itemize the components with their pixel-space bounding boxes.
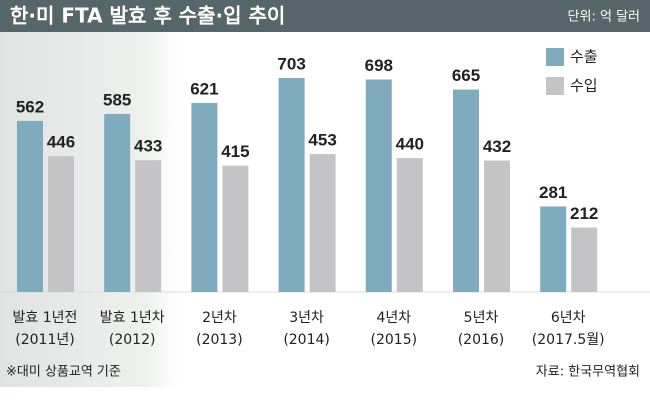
bar	[135, 160, 162, 292]
x-tick-label: (2012)	[109, 332, 156, 348]
bar	[540, 206, 567, 292]
value-label: 703	[277, 54, 305, 73]
x-tick-label: 4년차	[376, 310, 411, 326]
chart-title: 한·미 FTA 발효 후 수출·입 추이	[10, 4, 285, 28]
value-label: 562	[16, 97, 44, 116]
x-tick-label: 6년차	[551, 310, 586, 326]
x-tick-label: (2013)	[196, 332, 243, 348]
value-label: 453	[308, 131, 336, 150]
bar	[571, 227, 598, 292]
bar	[278, 78, 305, 292]
x-tick-label: (2014)	[283, 332, 330, 348]
bar	[396, 158, 423, 292]
value-label: 621	[190, 79, 218, 98]
bar	[48, 156, 74, 292]
note: ※대미 상품교역 기준	[6, 365, 121, 380]
value-label: 415	[221, 142, 249, 161]
x-tick-label: (2011년)	[15, 332, 74, 348]
x-tick-label: (2015)	[371, 332, 418, 348]
bar	[191, 102, 218, 292]
value-label: 433	[134, 137, 162, 156]
bar	[453, 89, 479, 292]
x-tick-label: (2016)	[458, 332, 505, 348]
x-tick-label: 발효 1년전	[13, 310, 78, 326]
legend-label: 수출	[570, 48, 598, 66]
x-tick-label: 3년차	[289, 310, 324, 326]
header-bar	[0, 0, 650, 32]
bar	[104, 113, 131, 292]
value-label: 698	[365, 56, 393, 75]
value-label: 446	[47, 133, 75, 152]
x-tick-label: (2017.5월)	[532, 332, 605, 348]
value-label: 440	[396, 135, 424, 154]
legend-label: 수입	[570, 77, 598, 95]
bar	[309, 154, 336, 292]
value-label: 585	[103, 90, 131, 109]
bar	[484, 160, 510, 292]
source: 자료: 한국무역협회	[536, 365, 640, 380]
value-label: 281	[539, 183, 567, 202]
bar	[222, 165, 249, 292]
legend-swatch	[546, 77, 564, 95]
value-label: 665	[452, 66, 480, 85]
bar	[17, 120, 43, 293]
x-tick-label: 5년차	[464, 310, 499, 326]
value-label: 212	[570, 204, 598, 223]
x-tick-label: 발효 1년차	[100, 310, 165, 326]
bar	[365, 79, 392, 292]
value-label: 432	[483, 137, 511, 156]
unit-label: 단위: 억 달러	[568, 10, 640, 25]
legend-swatch	[546, 48, 564, 66]
x-tick-label: 2년차	[202, 310, 237, 326]
